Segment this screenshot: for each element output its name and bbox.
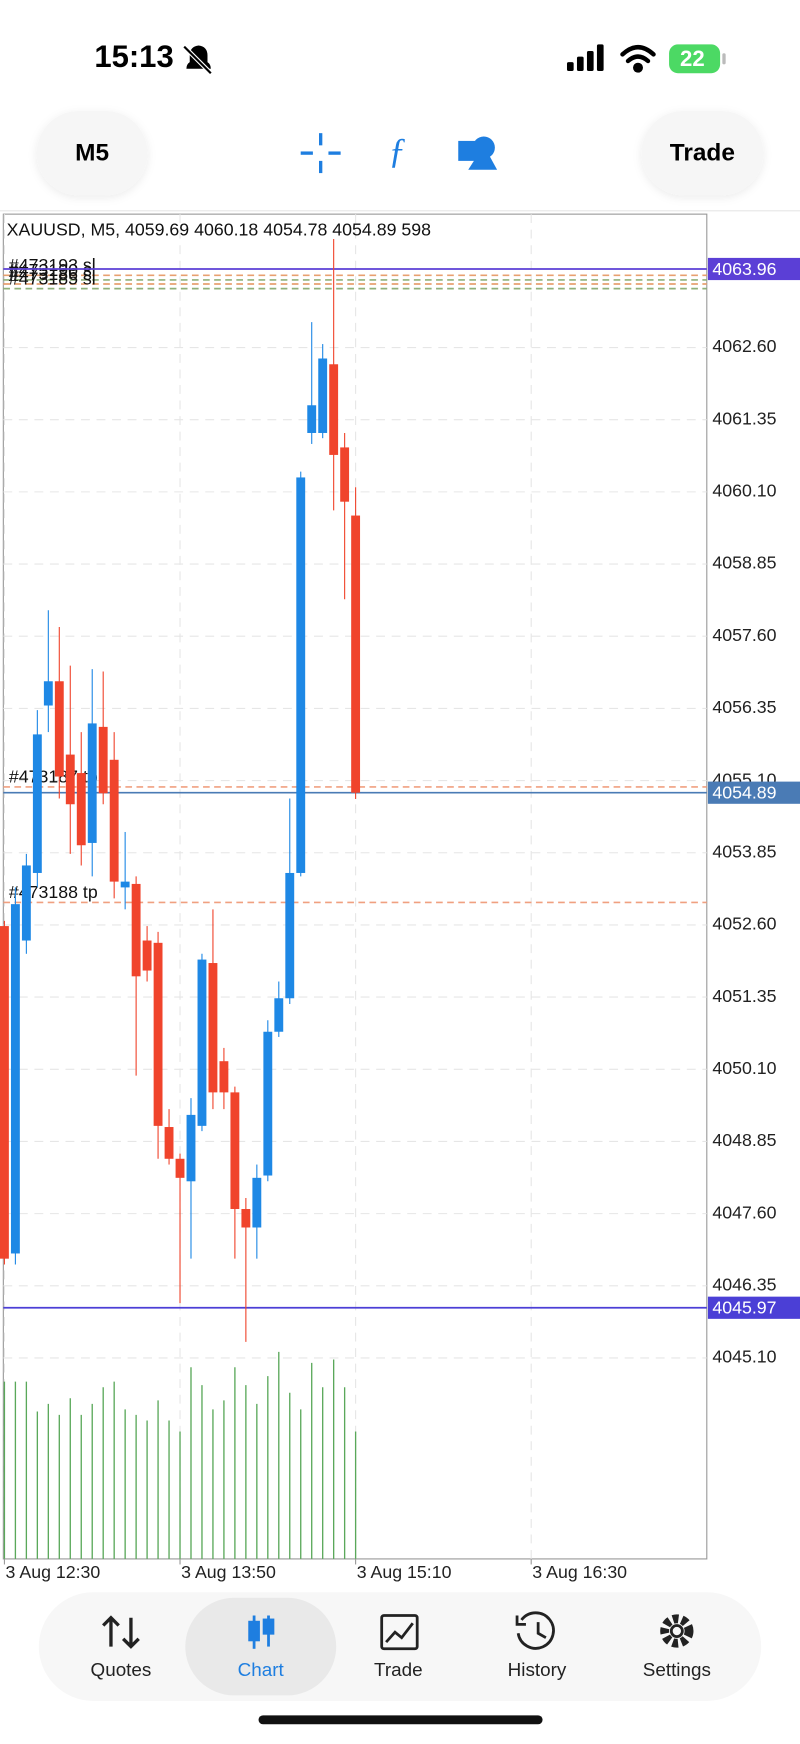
indicators-button[interactable]: ƒ xyxy=(388,130,406,170)
mute-icon xyxy=(182,45,213,75)
nav-label[interactable]: History xyxy=(508,1659,567,1680)
y-tick-label: 4062.60 xyxy=(712,336,776,356)
y-tick-label: 4045.10 xyxy=(712,1347,776,1367)
trade-icon[interactable] xyxy=(380,1614,419,1651)
y-tick-label: 4052.60 xyxy=(712,914,776,934)
candle-body xyxy=(98,726,108,794)
candle-body xyxy=(54,681,64,777)
home-indicator xyxy=(258,1715,543,1725)
x-tick-label: 3 Aug 15:10 xyxy=(357,1562,452,1582)
candle-body xyxy=(186,1114,196,1182)
clock: 15:13 xyxy=(94,39,173,74)
candle-body xyxy=(153,942,163,1126)
order-label: #473185 sl xyxy=(9,268,96,288)
candle-body xyxy=(142,940,152,971)
candle-body xyxy=(252,1177,262,1228)
candle-body xyxy=(296,477,306,873)
candle-body xyxy=(307,405,317,433)
trade-label[interactable]: Trade xyxy=(670,140,735,167)
x-tick-label: 3 Aug 16:30 xyxy=(532,1562,627,1582)
candle-body xyxy=(263,1031,273,1176)
candle-body xyxy=(241,1209,251,1228)
candle-body xyxy=(340,447,350,502)
timeframe-label[interactable]: M5 xyxy=(75,140,109,167)
candle-body xyxy=(329,364,339,455)
candle-body xyxy=(197,959,207,1126)
battery-level: 22 xyxy=(680,46,705,71)
x-tick-label: 3 Aug 13:50 xyxy=(181,1562,276,1582)
y-tick-label: 4053.85 xyxy=(712,841,776,861)
x-tick-label: 3 Aug 12:30 xyxy=(6,1562,101,1582)
price-label: 4063.96 xyxy=(712,259,776,279)
signal-icon xyxy=(566,44,604,72)
order-label: #473187 tp xyxy=(9,767,98,787)
price-label-box xyxy=(707,781,800,804)
candle-body xyxy=(10,904,20,1254)
nav-label[interactable]: Trade xyxy=(374,1659,423,1680)
candle-body xyxy=(274,998,284,1032)
candle-body xyxy=(175,1158,185,1178)
battery: 22 xyxy=(669,44,726,74)
candle-body xyxy=(351,515,361,793)
nav-label[interactable]: Settings xyxy=(643,1659,711,1680)
candle-body xyxy=(109,759,119,882)
y-tick-label: 4060.10 xyxy=(712,481,776,501)
y-tick-label: 4061.35 xyxy=(712,408,776,428)
candle-body xyxy=(87,723,97,843)
price-label-box xyxy=(707,257,800,281)
candle-body xyxy=(120,881,130,888)
candle-body xyxy=(32,734,42,873)
price-label-box xyxy=(707,1296,800,1319)
quotes-icon[interactable] xyxy=(102,1615,140,1649)
nav-label[interactable]: Quotes xyxy=(91,1659,152,1680)
history-icon[interactable] xyxy=(515,1611,555,1650)
candle-body xyxy=(43,681,53,706)
y-tick-label: 4058.85 xyxy=(712,553,776,573)
y-tick-label: 4057.60 xyxy=(712,625,776,645)
candle-body xyxy=(208,963,218,1093)
candle-body xyxy=(76,773,86,846)
candle-body xyxy=(285,872,295,999)
order-label: #473188 tp xyxy=(9,882,98,902)
nav-items xyxy=(102,1611,694,1651)
settings-icon[interactable] xyxy=(660,1614,694,1648)
chart-title: XAUUSD, M5, 4059.69 4060.18 4054.78 4054… xyxy=(7,219,431,239)
crosshair-button[interactable] xyxy=(300,133,341,174)
timeframe-button[interactable]: M5 xyxy=(36,110,148,196)
nav-active xyxy=(185,1597,337,1696)
y-tick-label: 4046.35 xyxy=(712,1274,776,1294)
trade-button[interactable]: Trade xyxy=(641,110,764,196)
candle-body xyxy=(318,358,328,433)
candle-body xyxy=(219,1061,229,1093)
objects-button[interactable] xyxy=(458,136,498,170)
y-tick-label: 4048.85 xyxy=(712,1130,776,1150)
order-label: #473193 sl xyxy=(9,255,96,275)
wifi-icon xyxy=(620,44,656,73)
chart-icon[interactable] xyxy=(248,1615,275,1649)
candle-body xyxy=(164,1127,174,1159)
candle-body xyxy=(0,926,9,1259)
candle-body xyxy=(131,883,141,977)
y-tick-label: 4051.35 xyxy=(712,986,776,1006)
y-tick-label: 4050.10 xyxy=(712,1058,776,1078)
nav-label[interactable]: Chart xyxy=(238,1659,285,1680)
nav-bar xyxy=(38,1592,762,1701)
candle-body xyxy=(21,865,31,941)
price-label: 4045.97 xyxy=(712,1298,776,1318)
candle-body xyxy=(230,1092,240,1210)
y-tick-label: 4056.35 xyxy=(712,697,776,717)
y-tick-label: 4047.60 xyxy=(712,1202,776,1222)
candle-body xyxy=(65,754,75,805)
plot: #473193 sl#473190 sl#473186 sl#473185 sl… xyxy=(0,214,707,1559)
price-label: 4054.89 xyxy=(712,783,776,803)
